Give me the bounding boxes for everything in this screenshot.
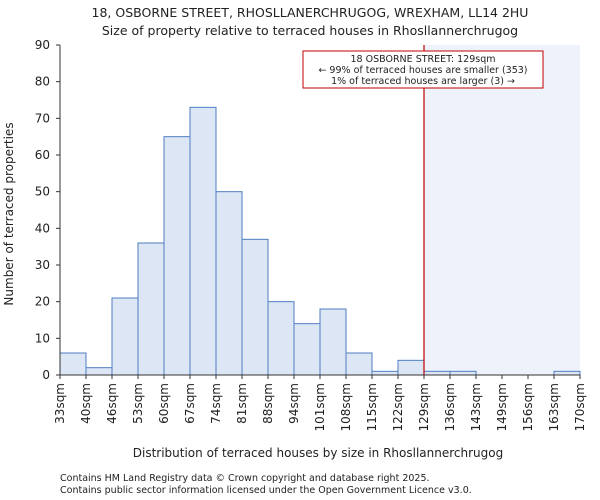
y-axis-label: Number of terraced properties xyxy=(2,122,16,305)
bar-60sqm xyxy=(163,136,191,376)
bars-group xyxy=(59,106,581,376)
x-tick-label: 94sqm xyxy=(287,383,301,424)
bar-53sqm xyxy=(137,242,165,376)
bar-136sqm xyxy=(449,370,477,376)
y-tick-label: 50 xyxy=(35,185,50,199)
bar-67sqm xyxy=(189,106,217,376)
bar-88sqm xyxy=(267,301,295,376)
bar-122sqm xyxy=(397,359,425,376)
x-tick-label: 81sqm xyxy=(235,383,249,424)
bar-108sqm xyxy=(345,352,373,376)
y-tick-label: 40 xyxy=(35,221,50,235)
y-tick-label: 0 xyxy=(42,368,50,382)
footer-line-1: Contains HM Land Registry data © Crown c… xyxy=(60,473,430,484)
y-tick-label: 30 xyxy=(35,258,50,272)
y-ticks-group: 0 10 20 30 40 50 60 70 80 90 xyxy=(35,38,60,382)
chart-title: 18, OSBORNE STREET, RHOSLLANERCHRUGOG, W… xyxy=(92,5,529,20)
x-tick-label: 122sqm xyxy=(391,383,405,431)
bar-46sqm xyxy=(111,297,139,376)
annotation-box: 18 OSBORNE STREET: 129sqm ← 99% of terra… xyxy=(302,50,544,89)
x-tick-label: 53sqm xyxy=(131,383,145,424)
chart-subtitle: Size of property relative to terraced ho… xyxy=(102,23,518,38)
x-tick-label: 170sqm xyxy=(573,383,587,431)
bar-74sqm xyxy=(215,191,243,376)
x-tick-label: 101sqm xyxy=(313,383,327,431)
bar-33sqm xyxy=(59,352,87,376)
x-tick-label: 88sqm xyxy=(261,383,275,424)
x-tick-label: 40sqm xyxy=(79,383,93,424)
y-tick-label: 70 xyxy=(35,111,50,125)
y-tick-label: 90 xyxy=(35,38,50,52)
x-tick-label: 163sqm xyxy=(547,383,561,431)
annotation-line-1: 18 OSBORNE STREET: 129sqm xyxy=(351,54,496,65)
x-tick-label: 67sqm xyxy=(183,383,197,424)
y-tick-label: 20 xyxy=(35,295,50,309)
x-tick-label: 156sqm xyxy=(521,383,535,431)
x-axis-label: Distribution of terraced houses by size … xyxy=(133,446,503,460)
x-tick-label: 74sqm xyxy=(209,383,223,424)
bar-81sqm xyxy=(241,238,269,376)
x-tick-label: 129sqm xyxy=(417,383,431,431)
x-ticks-group: 33sqm 40sqm 46sqm 53sqm 60sqm 67sqm 74sqm 81sqm… xyxy=(53,375,587,431)
y-tick-label: 80 xyxy=(35,75,50,89)
annotation-line-3: 1% of terraced houses are larger (3) → xyxy=(331,76,515,87)
bar-101sqm xyxy=(319,308,347,376)
y-tick-label: 60 xyxy=(35,148,50,162)
x-tick-label: 33sqm xyxy=(53,383,67,424)
x-tick-label: 149sqm xyxy=(495,383,509,431)
shaded-region xyxy=(424,45,580,375)
annotation-line-2: ← 99% of terraced houses are smaller (35… xyxy=(318,65,527,76)
x-tick-label: 108sqm xyxy=(339,383,353,431)
bar-94sqm xyxy=(293,323,321,376)
footer-line-2: Contains public sector information licen… xyxy=(60,485,472,496)
x-tick-label: 60sqm xyxy=(157,383,171,424)
y-tick-label: 10 xyxy=(35,331,50,345)
x-tick-label: 46sqm xyxy=(105,383,119,424)
x-tick-label: 136sqm xyxy=(443,383,457,431)
bar-115sqm xyxy=(371,370,399,376)
bar-163sqm xyxy=(553,370,581,376)
bar-129sqm xyxy=(423,370,451,376)
annotation-frame xyxy=(302,50,544,89)
bar-40sqm xyxy=(85,367,113,376)
x-tick-label: 143sqm xyxy=(469,383,483,431)
x-tick-label: 115sqm xyxy=(365,383,379,431)
